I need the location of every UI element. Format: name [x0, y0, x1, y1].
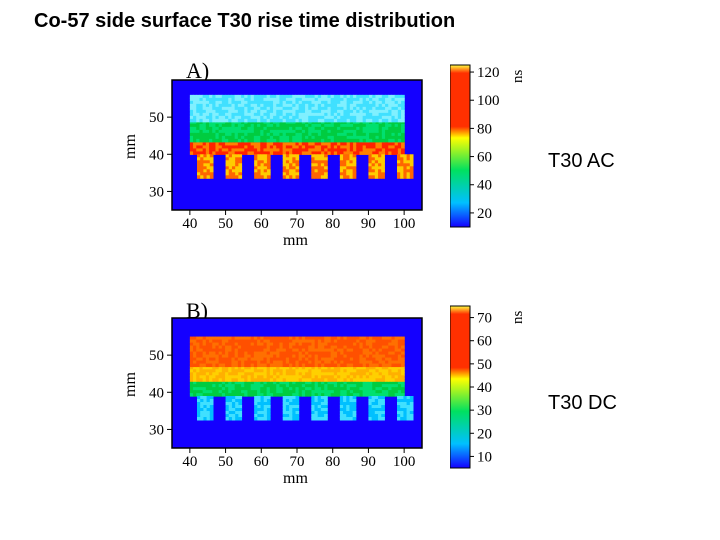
svg-text:80: 80 [477, 121, 492, 137]
svg-text:40: 40 [182, 454, 197, 470]
svg-text:40: 40 [477, 178, 492, 194]
svg-text:50: 50 [149, 348, 164, 364]
svg-text:40: 40 [477, 380, 492, 396]
svg-text:60: 60 [477, 150, 492, 166]
panel-b-heatmap: 40 50 60 70 80 90 100 30 40 50 [136, 312, 428, 482]
svg-text:50: 50 [477, 357, 492, 373]
panel-a-ylabel: mm [122, 134, 140, 159]
svg-text:40: 40 [149, 147, 164, 163]
svg-text:30: 30 [149, 184, 164, 200]
svg-text:80: 80 [325, 216, 340, 232]
svg-text:10: 10 [477, 449, 492, 465]
svg-text:30: 30 [149, 422, 164, 438]
svg-text:50: 50 [218, 216, 233, 232]
svg-text:100: 100 [477, 93, 500, 109]
svg-text:20: 20 [477, 426, 492, 442]
svg-text:70: 70 [477, 311, 492, 327]
svg-text:100: 100 [393, 216, 416, 232]
svg-text:30: 30 [477, 403, 492, 419]
panel-b-colorbar-label: ns [510, 311, 527, 324]
svg-text:40: 40 [182, 216, 197, 232]
svg-text:120: 120 [477, 65, 500, 81]
panel-a-xlabel: mm [283, 232, 308, 250]
svg-text:20: 20 [477, 206, 492, 222]
svg-text:50: 50 [149, 110, 164, 126]
svg-text:100: 100 [393, 454, 416, 470]
svg-text:70: 70 [290, 454, 305, 470]
svg-text:90: 90 [361, 454, 376, 470]
panel-b-xlabel: mm [283, 470, 308, 488]
svg-text:80: 80 [325, 454, 340, 470]
svg-text:40: 40 [149, 385, 164, 401]
panel-b-colorbar: 10 20 30 40 50 60 70 [450, 298, 510, 476]
svg-text:60: 60 [254, 216, 269, 232]
figure-page: Co-57 side surface T30 rise time distrib… [0, 0, 720, 540]
svg-text:70: 70 [290, 216, 305, 232]
svg-text:50: 50 [218, 454, 233, 470]
svg-text:60: 60 [254, 454, 269, 470]
panel-a-heatmap: 40 50 60 70 80 90 100 30 40 50 [136, 74, 428, 244]
panel-b-right-label: T30 DC [548, 392, 617, 415]
page-title: Co-57 side surface T30 rise time distrib… [34, 10, 455, 33]
svg-text:60: 60 [477, 334, 492, 350]
panel-a-colorbar: 20 40 60 80 100 120 [450, 57, 510, 235]
svg-text:90: 90 [361, 216, 376, 232]
panel-a-right-label: T30 AC [548, 150, 615, 173]
panel-b-ylabel: mm [122, 372, 140, 397]
panel-a-colorbar-label: ns [510, 70, 527, 83]
